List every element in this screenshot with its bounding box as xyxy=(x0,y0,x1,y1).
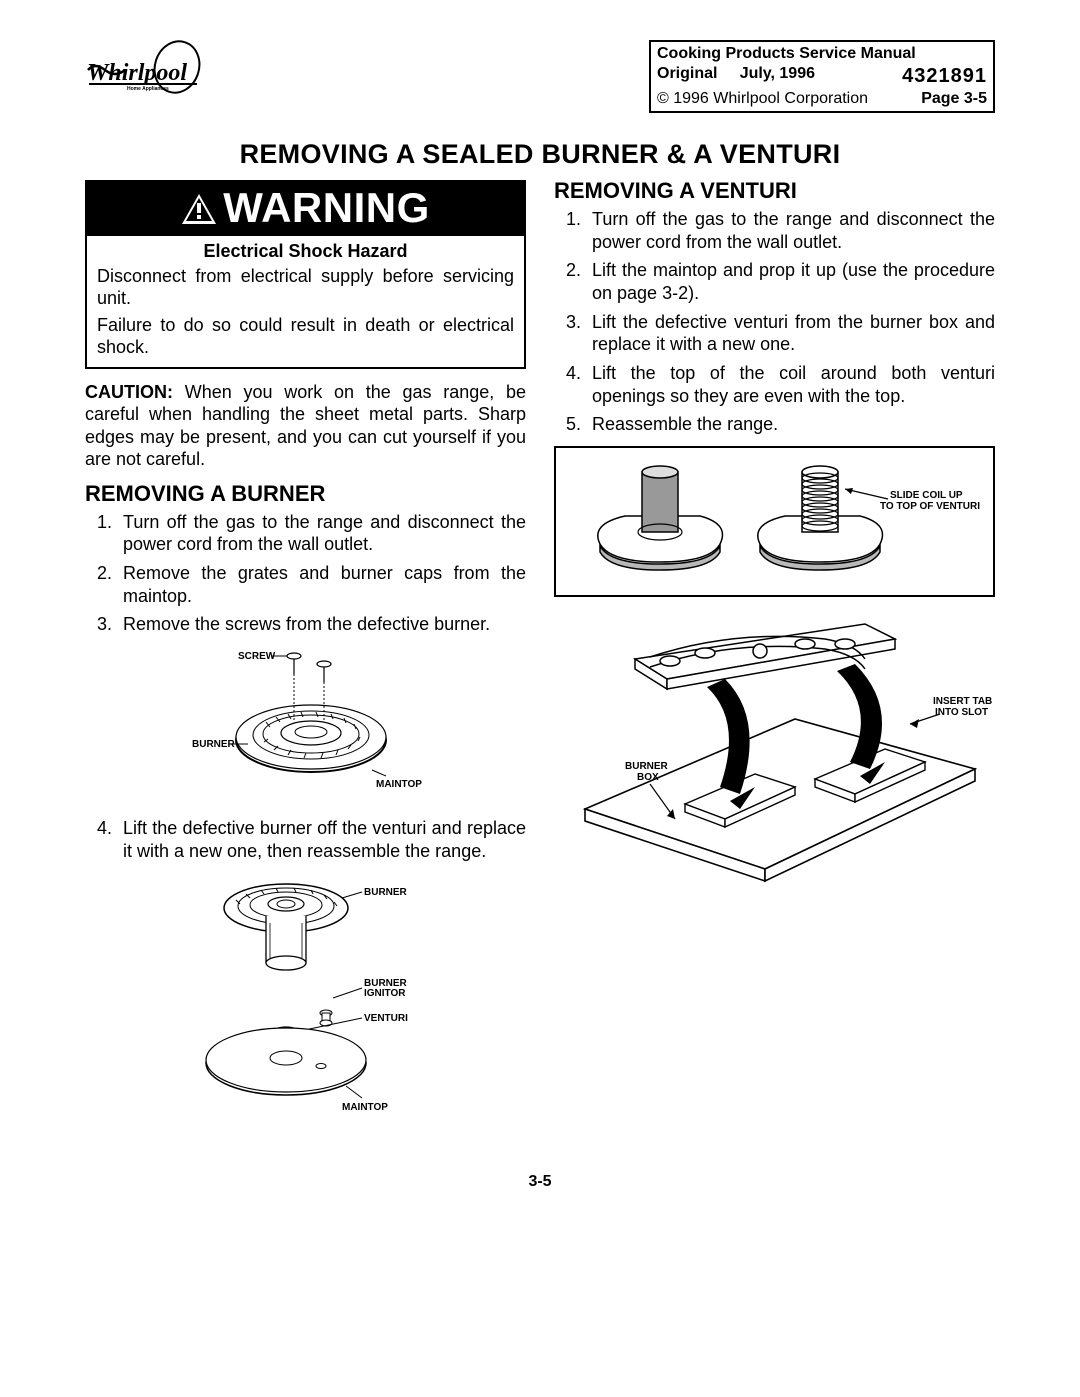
left-step-4: Lift the defective burner off the ventur… xyxy=(117,817,526,862)
insert-tab-label-2: INTO SLOT xyxy=(935,707,988,718)
warning-word: WARNING xyxy=(223,184,430,232)
page-title: REMOVING A SEALED BURNER & A VENTURI xyxy=(85,139,995,170)
fig2-maintop-label: MAINTOP xyxy=(342,1102,388,1113)
header-row: Whirlpool Home Appliances Cooking Produc… xyxy=(85,40,995,113)
page-label: Page 3-5 xyxy=(921,89,987,109)
burner-box-label-1: BURNER xyxy=(625,761,669,772)
warning-banner: WARNING xyxy=(87,182,524,236)
copyright: © 1996 Whirlpool Corporation xyxy=(657,89,868,109)
fig1-screw-label: SCREW xyxy=(238,651,276,662)
figure-burner-box: INSERT TAB INTO SLOT BURNER BOX xyxy=(554,609,995,894)
right-subhead: REMOVING A VENTURI xyxy=(554,178,995,204)
left-steps-1-3: Turn off the gas to the range and discon… xyxy=(85,511,526,636)
warning-line-1: Disconnect from electrical supply before… xyxy=(97,265,514,310)
right-step-5: Reassemble the range. xyxy=(586,413,995,436)
warning-line-2: Failure to do so could result in death o… xyxy=(97,314,514,359)
right-step-4: Lift the top of the coil around both ven… xyxy=(586,362,995,407)
left-subhead: REMOVING A BURNER xyxy=(85,481,526,507)
left-column: WARNING Electrical Shock Hazard Disconne… xyxy=(85,180,526,1133)
fig2-burner-label: BURNER xyxy=(364,887,408,898)
coil-label-2: TO TOP OF VENTURI xyxy=(880,501,980,512)
svg-text:Home Appliances: Home Appliances xyxy=(127,86,169,92)
left-step-1: Turn off the gas to the range and discon… xyxy=(117,511,526,556)
right-step-1: Turn off the gas to the range and discon… xyxy=(586,208,995,253)
figure-burner-screws: SCREW xyxy=(85,642,526,807)
fig1-maintop-label: MAINTOP xyxy=(376,779,422,790)
page-footer: 3-5 xyxy=(85,1173,995,1191)
burner-box-label-2: BOX xyxy=(637,772,659,783)
issue-date: July, 1996 xyxy=(740,65,815,82)
brand-logo: Whirlpool Home Appliances xyxy=(85,40,205,95)
manual-title: Cooking Products Service Manual xyxy=(657,44,987,64)
figure-venturi-coil: SLIDE COIL UP TO TOP OF VENTURI xyxy=(554,446,995,597)
left-step-3: Remove the screws from the defective bur… xyxy=(117,613,526,636)
doc-number: 4321891 xyxy=(902,64,987,89)
caution-paragraph: CAUTION: When you work on the gas range,… xyxy=(85,381,526,471)
right-step-2: Lift the maintop and prop it up (use the… xyxy=(586,259,995,304)
warning-body: Electrical Shock Hazard Disconnect from … xyxy=(87,236,524,367)
left-steps-4: Lift the defective burner off the ventur… xyxy=(85,817,526,862)
doc-info-box: Cooking Products Service Manual Original… xyxy=(649,40,995,113)
warning-triangle-icon xyxy=(181,193,217,230)
right-step-3: Lift the defective venturi from the burn… xyxy=(586,311,995,356)
caution-label: CAUTION: xyxy=(85,382,173,402)
svg-text:Whirlpool: Whirlpool xyxy=(87,60,187,86)
coil-label-1: SLIDE COIL UP xyxy=(890,490,963,501)
hazard-title: Electrical Shock Hazard xyxy=(97,240,514,263)
content-columns: WARNING Electrical Shock Hazard Disconne… xyxy=(85,180,995,1133)
warning-box: WARNING Electrical Shock Hazard Disconne… xyxy=(85,180,526,369)
left-step-2: Remove the grates and burner caps from t… xyxy=(117,562,526,607)
issue-label: Original xyxy=(657,65,717,82)
insert-tab-label-1: INSERT TAB xyxy=(933,696,992,707)
right-column: REMOVING A VENTURI Turn off the gas to t… xyxy=(554,180,995,1133)
figure-burner-exploded: BURNER BURNER IGNITOR VENTURI xyxy=(85,868,526,1123)
fig1-burner-label: BURNER xyxy=(192,739,236,750)
right-steps: Turn off the gas to the range and discon… xyxy=(554,208,995,436)
fig2-venturi-label: VENTURI xyxy=(364,1013,408,1024)
fig2-ignitor-label-2: IGNITOR xyxy=(364,988,406,999)
